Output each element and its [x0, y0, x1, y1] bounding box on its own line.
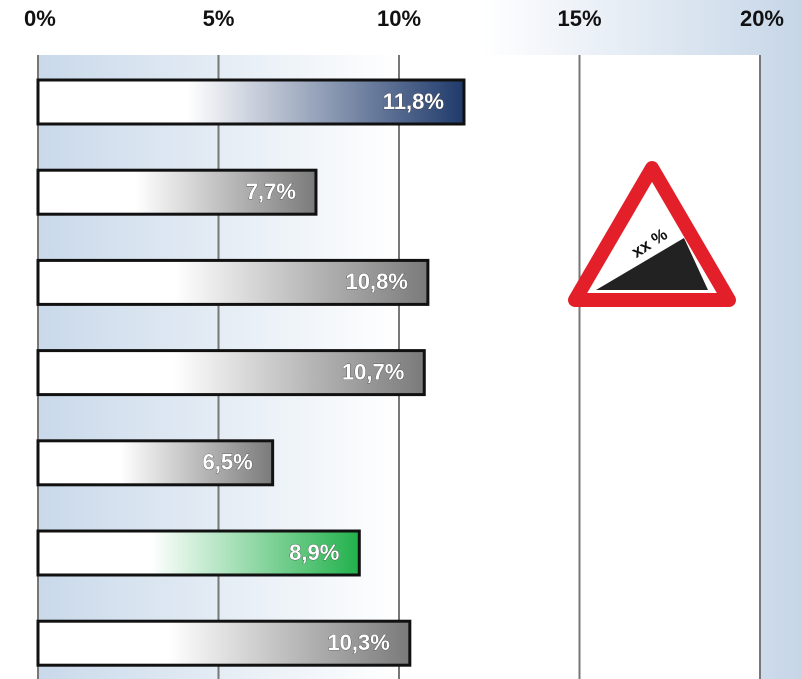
x-tick-label: 10%	[377, 6, 421, 31]
bar	[36, 619, 412, 667]
slope-sign: xx %	[568, 161, 736, 307]
x-tick-label: 20%	[740, 6, 784, 31]
bar	[36, 168, 318, 216]
value-label: 10,8%	[345, 269, 407, 294]
value-label: 6,5%	[202, 450, 252, 475]
bar	[36, 78, 466, 126]
bars: 11,8% 7,7% 10,8% 10,7% 6,5% 8,9% 10,3%	[36, 78, 466, 667]
bar	[36, 258, 430, 306]
x-tick-label: 0%	[24, 6, 56, 31]
value-label: 10,3%	[327, 630, 389, 655]
x-tick-label: 5%	[203, 6, 235, 31]
x-tick-label: 15%	[557, 6, 601, 31]
bar	[36, 529, 361, 577]
bar	[36, 439, 275, 487]
value-label: 10,7%	[342, 359, 404, 384]
value-label: 8,9%	[289, 540, 339, 565]
value-label: 11,8%	[383, 89, 444, 114]
sign-slope	[596, 238, 708, 290]
value-label: 7,7%	[246, 179, 296, 204]
bar	[36, 349, 426, 397]
